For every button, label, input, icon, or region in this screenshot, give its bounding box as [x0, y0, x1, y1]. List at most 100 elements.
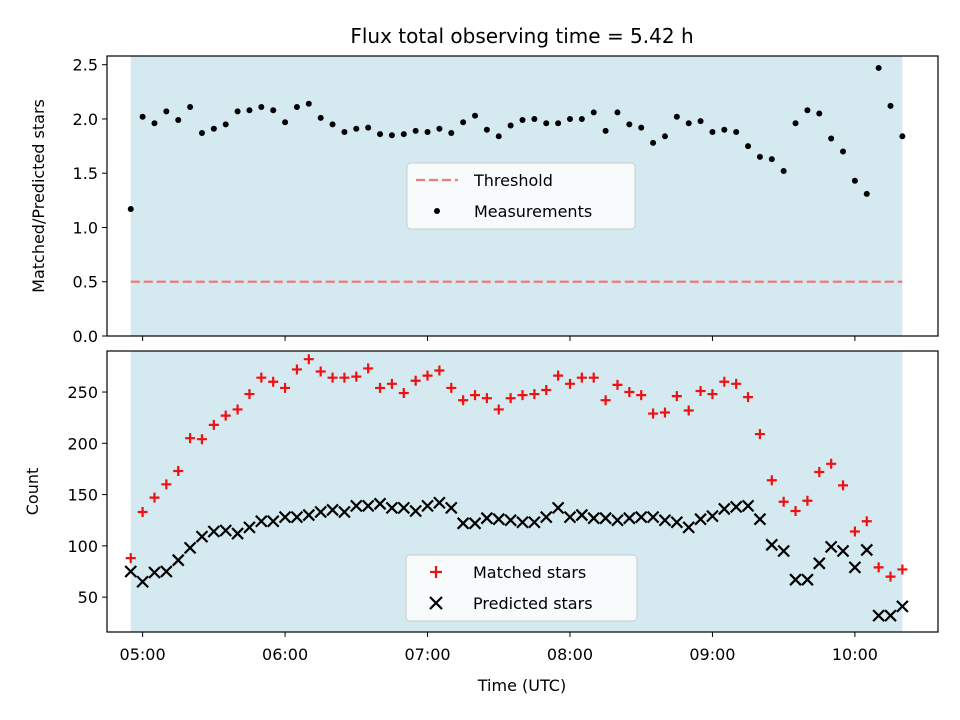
y-tick-label: 50: [78, 588, 98, 607]
matched-star-point: [873, 562, 884, 573]
legend-predicted-swatch: [429, 596, 443, 610]
axes-frame: [106, 350, 939, 633]
measurement-point: [282, 119, 289, 126]
matched-star-point: [244, 389, 255, 400]
measurement-point: [210, 125, 217, 132]
series-measurements: [127, 64, 906, 213]
measurement-point: [543, 120, 550, 127]
predicted-star-point: [551, 501, 565, 515]
measurement-point: [293, 104, 300, 111]
matched-star-point: [861, 516, 872, 527]
matched-star-point: [671, 391, 682, 402]
legend: Threshold Measurements: [406, 162, 636, 230]
matched-star-point: [707, 389, 718, 400]
measurement-point: [780, 168, 787, 175]
matched-star-point: [327, 372, 338, 383]
matched-star-point: [695, 385, 706, 396]
predicted-star-point: [587, 511, 601, 525]
axes-frame: [106, 55, 939, 337]
predicted-star-point: [658, 513, 672, 527]
measurement-point: [733, 128, 740, 135]
predicted-star-point: [682, 521, 695, 534]
measurement-point: [198, 130, 205, 137]
measurement-point: [555, 120, 562, 127]
matched-star-point: [481, 393, 492, 404]
matched-star-point: [659, 407, 670, 418]
x-axis-label: Time (UTC): [477, 676, 566, 695]
measurement-point: [365, 124, 372, 131]
predicted-star-point: [243, 521, 256, 534]
predicted-star-point: [765, 538, 779, 552]
measurement-point: [412, 127, 419, 134]
x-tick-label: 05:00: [120, 645, 166, 664]
measurement-point: [650, 139, 657, 146]
predicted-star-point: [421, 499, 434, 513]
measurement-point: [305, 100, 312, 107]
matched-star-point: [173, 465, 184, 476]
predicted-star-point: [860, 543, 874, 557]
series-predicted-stars: [124, 496, 909, 622]
y-axis-label: Count: [23, 468, 42, 516]
predicted-star-point: [599, 511, 612, 525]
measurement-point: [590, 109, 597, 116]
matched-star-point: [386, 378, 397, 389]
matched-star-point: [849, 526, 860, 537]
predicted-star-point: [468, 517, 482, 530]
legend-box: [405, 554, 638, 622]
matched-star-point: [838, 480, 849, 491]
y-tick-label: 100: [67, 537, 98, 556]
measurement-point: [602, 127, 609, 134]
legend-label-matched: Matched stars: [473, 563, 586, 582]
measurement-point: [626, 121, 633, 128]
measurement-point: [353, 125, 360, 132]
legend-label-measurements: Measurements: [474, 202, 592, 221]
measurement-point: [828, 135, 835, 142]
matched-star-point: [161, 479, 172, 490]
matched-star-point: [291, 364, 302, 375]
matched-star-point: [636, 390, 647, 401]
matched-star-point: [410, 375, 421, 386]
predicted-star-point: [539, 510, 553, 524]
predicted-star-point: [492, 512, 506, 526]
matched-star-point: [256, 372, 267, 383]
measurement-point: [519, 117, 526, 124]
matched-star-point: [790, 505, 801, 516]
y-tick-label: 2.5: [73, 56, 98, 75]
x-tick-label: 10:00: [832, 645, 878, 664]
predicted-star-point: [219, 524, 232, 537]
y-tick-label: 150: [67, 486, 98, 505]
predicted-star-point: [575, 508, 589, 522]
x-tick-label: 08:00: [547, 645, 593, 664]
matched-star-point: [766, 475, 777, 486]
matched-star-point: [493, 404, 504, 415]
y-tick-label: 1.0: [73, 218, 98, 237]
y-tick-label: 0.0: [73, 327, 98, 346]
predicted-star-point: [338, 505, 351, 519]
predicted-star-point: [409, 504, 422, 518]
matched-star-point: [220, 410, 231, 421]
predicted-star-point: [813, 557, 826, 570]
matched-star-point: [778, 496, 789, 507]
measurement-point: [531, 115, 538, 122]
measurement-point: [721, 126, 728, 133]
measurement-point: [187, 104, 194, 111]
measurement-point: [709, 128, 716, 135]
predicted-star-point: [278, 510, 292, 524]
matched-star-point: [683, 405, 694, 416]
matched-star-point: [754, 429, 765, 440]
predicted-star-point: [516, 515, 529, 529]
predicted-star-point: [456, 517, 470, 530]
measurement-point: [685, 120, 692, 127]
predicted-star-point: [753, 512, 767, 526]
predicted-star-point: [670, 515, 684, 529]
predicted-star-point: [231, 527, 244, 540]
predicted-star-point: [623, 511, 636, 525]
x-tick-label: 09:00: [689, 645, 735, 664]
matched-star-point: [363, 363, 374, 374]
y-tick-label: 2.0: [73, 110, 98, 129]
measurement-point: [388, 132, 395, 139]
predicted-star-point: [896, 600, 909, 613]
measurement-point: [816, 110, 823, 117]
measurement-point: [448, 130, 455, 137]
